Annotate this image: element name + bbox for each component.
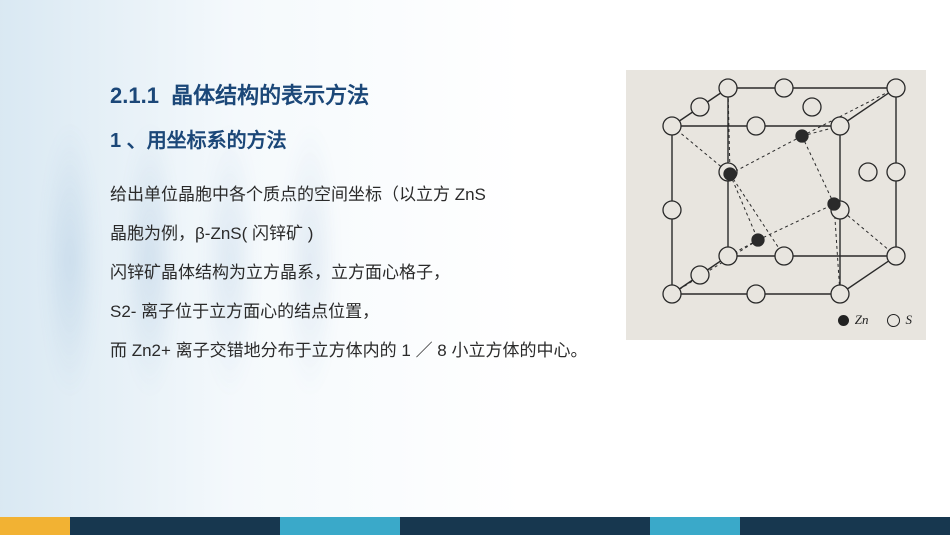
- footer-segment: [0, 517, 70, 535]
- paragraph-3: S2- 离子位于立方面心的结点位置，: [110, 292, 490, 331]
- open-circle-icon: [887, 314, 900, 327]
- crystal-svg: [626, 70, 926, 340]
- section-title: 晶体结构的表示方法: [171, 83, 369, 108]
- crystal-structure-figure: Zn S: [626, 70, 926, 340]
- legend-zn: Zn: [838, 312, 869, 328]
- footer-segment: [400, 517, 650, 535]
- sub-title: 用坐标系的方法: [147, 130, 287, 152]
- footer-color-bars: [0, 517, 950, 535]
- legend-s-label: S: [906, 312, 913, 328]
- paragraph-2: 闪锌矿晶体结构为立方晶系，立方面心格子，: [110, 253, 490, 292]
- footer-segment: [280, 517, 400, 535]
- sub-number: 1 、: [110, 130, 147, 152]
- footer-segment: [740, 517, 950, 535]
- footer-segment: [70, 517, 280, 535]
- section-number: 2.1.1: [110, 83, 159, 108]
- filled-circle-icon: [838, 315, 849, 326]
- legend-zn-label: Zn: [855, 312, 869, 328]
- footer-segment: [650, 517, 740, 535]
- legend-s: S: [887, 312, 913, 328]
- figure-legend: Zn S: [838, 312, 912, 328]
- paragraph-1: 给出单位晶胞中各个质点的空间坐标（以立方 ZnS 晶胞为例，β-ZnS( 闪锌矿…: [110, 175, 490, 253]
